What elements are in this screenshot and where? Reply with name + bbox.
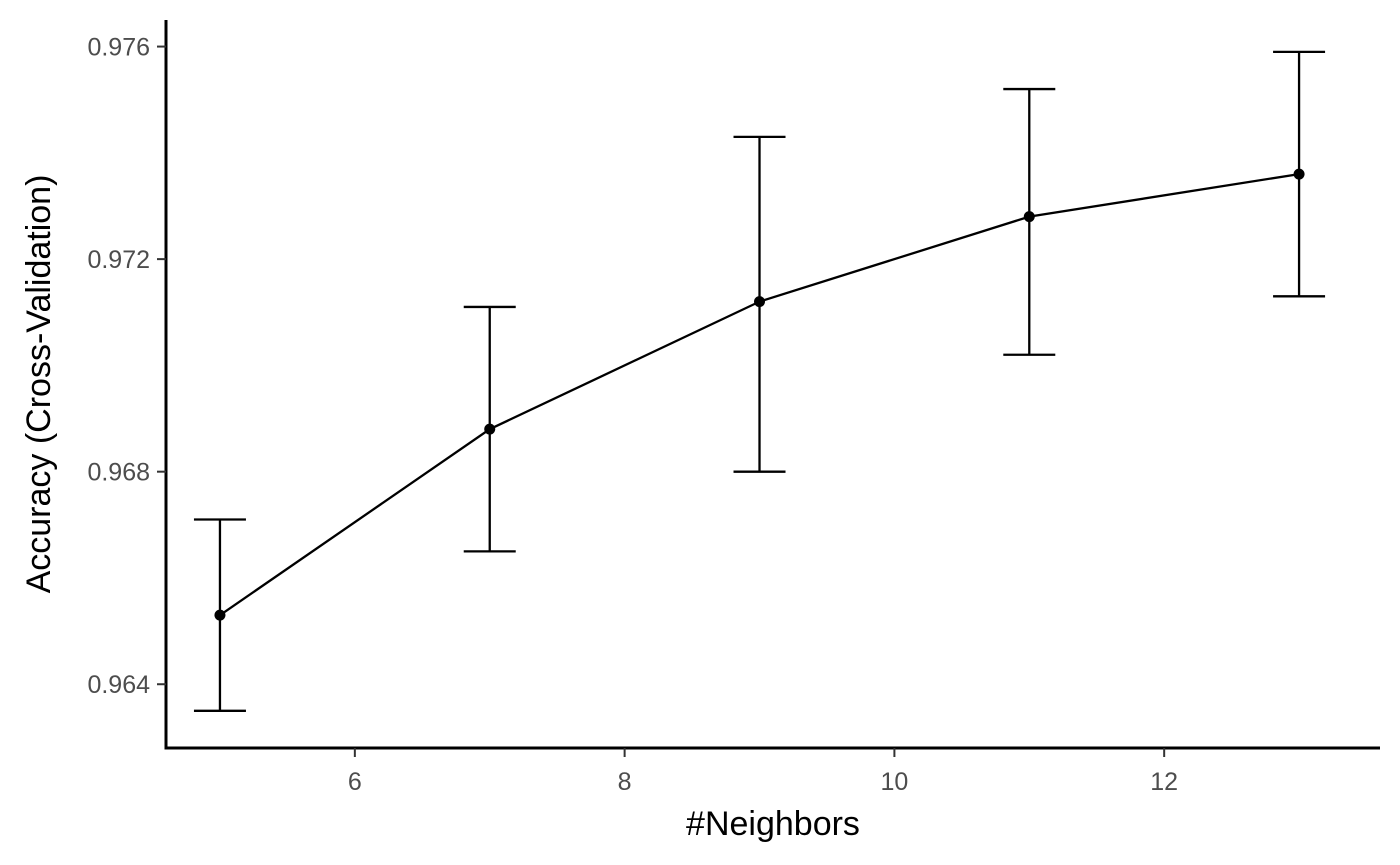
y-tick-label: 0.976 [87, 34, 150, 62]
x-tick-label: 8 [618, 768, 632, 796]
y-tick-label: 0.972 [87, 246, 150, 274]
data-point [484, 423, 496, 435]
y-axis-title: Accuracy (Cross-Validation) [20, 175, 58, 594]
data-point [1023, 211, 1035, 223]
x-axis-title: #Neighbors [686, 805, 860, 843]
ticks: 6 8 10 12 0.964 0.968 0.972 0.976 [87, 34, 1178, 796]
data-point [1293, 168, 1305, 180]
x-tick-label: 6 [348, 768, 362, 796]
plot-area [193, 50, 1326, 712]
x-tick-label: 12 [1150, 768, 1178, 796]
data-point [754, 296, 766, 308]
axes [164, 20, 1380, 750]
x-tick-label: 10 [880, 768, 908, 796]
y-tick-label: 0.968 [87, 459, 150, 487]
y-tick-label: 0.964 [87, 671, 150, 699]
data-point [214, 609, 226, 621]
